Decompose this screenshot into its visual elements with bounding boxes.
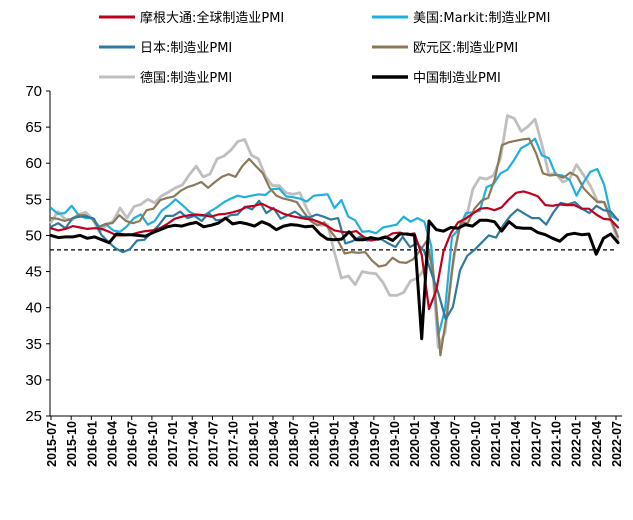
y-tick-label: 35: [25, 336, 42, 353]
x-tick-label: 2020-10: [469, 421, 483, 467]
x-tick-label: 2021-07: [529, 421, 543, 467]
x-tick-label: 2019-07: [368, 421, 382, 467]
x-tick-label: 2020-07: [449, 421, 463, 467]
legend-label-2: 日本:制造业PMI: [140, 41, 232, 56]
x-tick-label: 2015-10: [65, 421, 79, 467]
x-tick-label: 2020-04: [428, 421, 442, 467]
legend-label-5: 中国制造业PMI: [413, 71, 501, 86]
y-tick-label: 65: [25, 119, 42, 136]
series-lines: [49, 114, 620, 357]
x-tick-label: 2017-04: [186, 421, 200, 467]
x-tick-label: 2018-01: [247, 421, 261, 467]
y-tick-label: 40: [25, 300, 42, 317]
x-tick-label: 2018-04: [267, 421, 281, 467]
series-line-3: [49, 137, 620, 357]
y-tick-label: 55: [25, 191, 42, 208]
x-tick-label: 2016-07: [126, 421, 140, 467]
x-tick-label: 2018-10: [307, 421, 321, 467]
x-tick-label: 2016-10: [146, 421, 160, 467]
series-line-2: [49, 199, 620, 321]
x-tick-label: 2019-04: [348, 421, 362, 467]
y-tick-label: 70: [25, 83, 42, 100]
legend-label-4: 德国:制造业PMI: [140, 71, 232, 86]
x-tick-label: 2022-07: [610, 421, 624, 467]
y-tick-label: 50: [25, 227, 42, 244]
x-tick-label: 2016-01: [85, 421, 99, 467]
x-tick-label: 2016-04: [106, 421, 120, 467]
y-tick-label: 25: [25, 408, 42, 425]
x-ticks: 2015-07 2015-10 2016-01 2016-04 2016-07 2016-…: [45, 416, 624, 467]
x-tick-label: 2019-01: [328, 421, 342, 467]
x-tick-label: 2018-07: [287, 421, 301, 467]
legend: 摩根大通:全球制造业PMI 美国:Markit:制造业PMI 日本:制造业PMI 欧元…: [99, 10, 550, 86]
legend-label-1: 美国:Markit:制造业PMI: [413, 11, 550, 26]
series-line-1: [49, 137, 620, 337]
series-line-4: [49, 114, 620, 349]
x-tick-label: 2021-04: [509, 421, 523, 467]
x-tick-label: 2022-04: [590, 421, 604, 467]
x-tick-label: 2022-01: [570, 421, 584, 467]
series-line-5: [49, 216, 620, 341]
x-tick-label: 2020-01: [408, 421, 422, 467]
y-tick-label: 60: [25, 155, 42, 172]
legend-label-3: 欧元区:制造业PMI: [413, 41, 518, 56]
y-tick-label: 30: [25, 372, 42, 389]
x-tick-label: 2017-07: [206, 421, 220, 467]
legend-label-0: 摩根大通:全球制造业PMI: [140, 10, 284, 26]
y-ticks: 25 30 35 40 45 50 55 60 65 70: [25, 83, 50, 425]
plot-area: 25 30 35 40 45 50 55 60 65 70 2015-07 2015-10 2016-…: [25, 83, 624, 467]
series-line-0: [49, 190, 620, 311]
x-tick-label: 2021-01: [489, 421, 503, 467]
x-tick-label: 2019-10: [388, 421, 402, 467]
x-tick-label: 2015-07: [45, 421, 59, 467]
x-tick-label: 2021-10: [549, 421, 563, 467]
x-tick-label: 2017-10: [227, 421, 241, 467]
x-tick-label: 2017-01: [166, 421, 180, 467]
y-tick-label: 45: [25, 264, 42, 281]
